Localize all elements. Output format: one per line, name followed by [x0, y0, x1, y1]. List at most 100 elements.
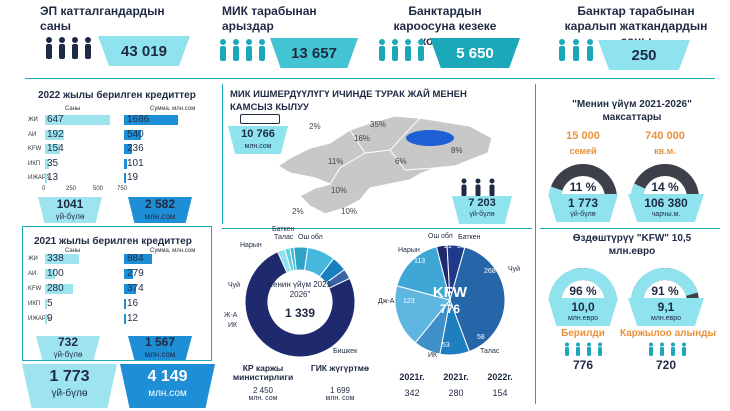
kfw-pie-chart	[395, 244, 505, 356]
credits-2022-sum-label-3: 101	[127, 157, 144, 169]
credits-2021-count-bar-4	[45, 314, 47, 324]
goals-gauge-left-track	[549, 164, 617, 198]
kfw-year-2-value: 280	[448, 388, 464, 398]
credits-2021-sum-label-0: 884	[127, 253, 144, 264]
map-right-box	[452, 196, 512, 224]
credits-2021-sum-label-2: 374	[127, 283, 144, 294]
map-pct-2: 35%	[370, 120, 387, 129]
people-icon-2	[218, 38, 270, 62]
kfw-year-1: 2021г.	[399, 372, 425, 382]
credits-2022-legend-count: Саны	[65, 106, 81, 112]
donut1-label-ja: Ж-А	[224, 312, 238, 319]
kfw-label-chui: Чуй	[508, 266, 521, 273]
map-pct-4: 11%	[328, 157, 344, 166]
divider-top	[25, 78, 715, 79]
map-right-unit: үй-бүлө	[469, 211, 495, 218]
kfw-val-talas: 58	[477, 334, 485, 341]
money-icon	[240, 114, 280, 124]
top-value-box-3: 5 650	[430, 38, 520, 68]
credits-2022-sum-label-1: 540	[127, 128, 144, 140]
credits-2021-total-sum-unit: млн.сом	[144, 350, 176, 359]
credits-2021-sum-label-1: 279	[127, 268, 144, 279]
credits-2021-title: 2021 жылы берилген кредиттер	[34, 236, 192, 247]
credits-2022-total-sum-box	[128, 197, 192, 223]
top-title-2: МИК тарабынан арыздар	[222, 4, 317, 33]
goals-left-value: 1 773	[567, 196, 599, 210]
donut1-center-value: 1 339	[284, 306, 316, 320]
goals-title: "Менин үйүм 2021-2026" максаттары	[572, 99, 692, 123]
kfw-label-osh: Ош обл	[428, 233, 453, 240]
kyrgyzstan-map	[276, 115, 493, 215]
credits-2021-count-bar-1	[45, 269, 55, 279]
credits-2021-sum-bar-0	[124, 254, 153, 264]
goals-right-pct: 14 %	[651, 180, 679, 194]
kfw-year-1-value: 342	[404, 388, 420, 398]
credits-2021-sum-bar-3	[124, 299, 126, 309]
kfw-left-unit: млн.евро	[567, 315, 599, 322]
credits-2022-count-bar-0	[45, 115, 110, 125]
kfw-year-3-value: 154	[492, 388, 508, 398]
map-pct-5: 6%	[395, 157, 407, 166]
kfw-year-2: 2021г.	[443, 372, 469, 382]
credits-2021-sum-label-4: 12	[127, 313, 139, 324]
kfw-label-batken: Баткен	[458, 234, 481, 241]
credits-2021-legend-count: Саны	[65, 248, 81, 254]
credits-2022-total-sum-unit: млн.сом	[144, 212, 176, 221]
kfw-right-count: 720	[655, 358, 677, 372]
summary-sum-box	[120, 364, 215, 408]
credits-2021-count-bar-2	[45, 284, 73, 294]
credits-2022-count-bar-3	[45, 158, 49, 169]
kfw-val-osh: 21	[444, 243, 452, 250]
credits-2021-count-label-3: 5	[47, 298, 53, 309]
people-icon-kfw-left	[562, 342, 606, 356]
donut1-label-batken: Баткен	[272, 226, 295, 233]
credits-2021-count-label-0: 338	[47, 253, 64, 264]
donut1-center-title: Менин үйүм 2021-2026"	[266, 280, 334, 299]
credits-2022-category-1: АИ	[28, 131, 37, 138]
credits-2022-sum-bar-1	[124, 129, 142, 140]
people-icon-1	[44, 36, 96, 60]
top-value-1: 43 019	[121, 43, 167, 60]
credits-2021-sum-label-3: 16	[127, 298, 139, 309]
credits-2022-tick-0: 0	[42, 186, 46, 192]
credits-2022-count-label-3: 35	[47, 157, 59, 169]
donut1-label-bishkek: Бишкек	[333, 348, 358, 355]
credits-2022-count-label-2: 154	[47, 143, 64, 154]
credits-2022-sum-bar-3	[124, 158, 128, 169]
credits-2021-total-sum-box	[128, 336, 192, 360]
map-pct-6: 8%	[451, 146, 463, 155]
credits-2022-category-0: ЖИ	[28, 117, 38, 123]
credits-2022-count-bar-1	[45, 129, 65, 140]
map-right-value: 7 203	[468, 197, 496, 209]
map-pct-7: 10%	[331, 186, 348, 195]
credits-2021-total-count-unit: үй-бүлө	[53, 350, 83, 359]
credits-2021-total-count-box	[36, 336, 100, 360]
map-left-value: 10 766	[241, 128, 275, 140]
divider-mid	[222, 228, 532, 229]
credits-2021-category-2: KFW	[28, 286, 42, 292]
credits-2022-total-count-unit: үй-бүлө	[55, 212, 85, 221]
top-value-box-4: 250	[598, 40, 690, 70]
kfw-gauge-left-fill	[549, 268, 617, 302]
kfw-pie-slice-2	[449, 246, 505, 353]
summary-families: 1 773	[49, 368, 90, 385]
credits-2022-tick-2: 500	[93, 186, 104, 192]
summary-families-box	[22, 364, 117, 408]
credits-2022-total-count: 1041	[56, 197, 84, 211]
people-icon-kfw-right	[646, 342, 690, 356]
goals-right-target-unit: кв.м.	[654, 146, 676, 156]
top-value-3: 5 650	[456, 45, 494, 62]
map-pct-1: 2%	[309, 122, 321, 131]
kfw-label-naryn: Нарын	[398, 247, 420, 254]
credits-2021-count-label-4: 9	[47, 313, 53, 324]
credits-2021-count-label-2: 280	[47, 283, 64, 294]
kfw-gauge-left	[549, 268, 617, 302]
divider-v1	[222, 84, 223, 224]
credits-2022-category-4: ИЖАРА	[28, 175, 50, 181]
map-pct-3: 16%	[354, 134, 371, 143]
credits-2021-category-1: АИ	[28, 271, 37, 277]
kfw-gauge-right-fill	[631, 268, 698, 302]
top-value-box-2: 13 657	[270, 38, 358, 68]
credits-2021-count-bar-3	[45, 299, 47, 309]
divider-right	[540, 228, 720, 229]
